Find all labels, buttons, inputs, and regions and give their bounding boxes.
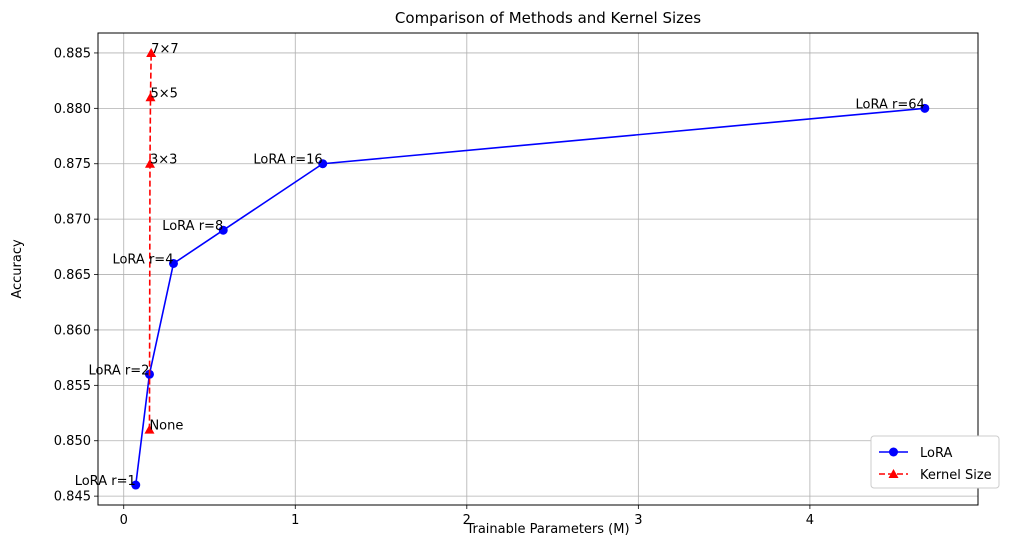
y-tick-label: 0.850 [54,434,91,449]
point-label: LoRA r=4 [112,252,173,267]
point-label: 3×3 [150,153,177,168]
series-group [131,47,930,490]
point-label: LoRA r=8 [162,219,223,234]
point-label: LoRA r=2 [88,363,149,378]
point-label: None [149,419,183,434]
point-label: LoRA r=16 [253,153,322,168]
plot-frame [97,32,979,506]
data-point [146,47,157,57]
x-tick-label: 0 [120,513,128,528]
x-tick-label: 4 [806,513,814,528]
point-label: LoRA r=1 [75,474,136,489]
legend-lora-label: LoRA [920,446,952,461]
point-annotations: LoRA r=1 LoRA r=2 LoRA r=4 LoRA r=8 LoRA r=1… [75,42,925,489]
x-axis-ticks: 0 1 2 3 4 [120,505,814,528]
y-tick-label: 0.865 [54,268,91,283]
data-point [218,225,228,235]
y-tick-label: 0.875 [54,157,91,172]
y-tick-label: 0.880 [54,102,91,117]
data-point [318,159,328,169]
data-point [144,158,155,168]
x-tick-label: 2 [463,513,471,528]
point-label: 5×5 [150,86,177,101]
data-point [144,424,155,434]
grid [98,33,978,505]
y-axis-ticks: 0.845 0.850 0.855 0.860 0.865 0.870 0.875 0.880… [54,46,98,505]
series-line-lora [134,107,925,486]
y-tick-label: 0.870 [54,213,91,228]
x-tick-label: 3 [634,513,642,528]
x-axis-label: Trainable Parameters (M) [465,522,629,537]
legend-box [870,435,1000,489]
y-tick-label: 0.845 [54,490,91,505]
legend: LoRA Kernel Size [870,435,1000,489]
point-label: 7×7 [151,42,178,57]
y-tick-label: 0.860 [54,323,91,338]
y-tick-label: 0.885 [54,46,91,61]
point-label: LoRA r=64 [856,97,925,112]
data-point [168,258,178,268]
legend-kernel-marker [888,469,899,478]
y-axis-label: Accuracy [10,239,25,299]
legend-lora-marker [889,447,898,457]
legend-kernel-label: Kernel Size [920,468,992,483]
data-point [920,103,930,113]
data-point [131,480,141,490]
x-tick-label: 1 [291,513,299,528]
chart-title: Comparison of Methods and Kernel Sizes [395,9,701,27]
y-tick-label: 0.855 [54,379,91,394]
series-line-kernel-size [148,52,152,430]
data-point [145,92,156,102]
